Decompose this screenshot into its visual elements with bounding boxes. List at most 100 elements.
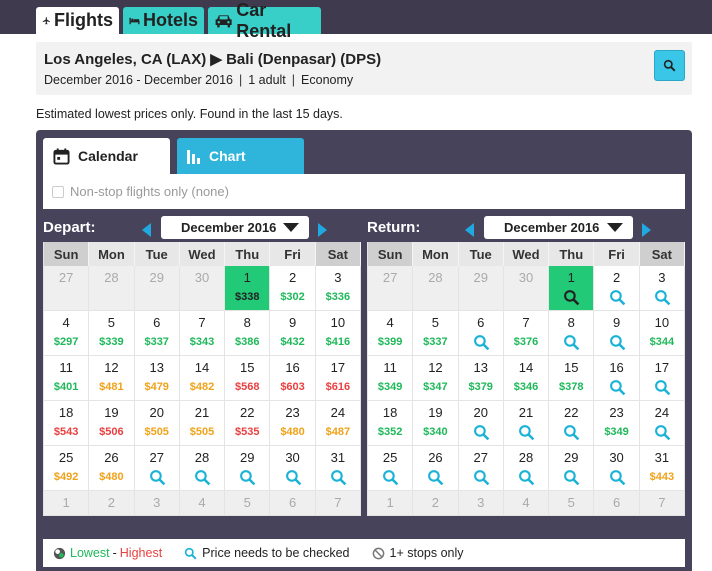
tab-hotels-label: Hotels (142, 10, 198, 30)
return-day-cell[interactable]: 20 (458, 401, 504, 446)
depart-day-cell[interactable]: 26 $480 (89, 446, 135, 491)
return-day-cell[interactable]: 29 (549, 446, 595, 491)
return-day-cell[interactable]: 23 $349 (594, 401, 640, 446)
depart-day-cell[interactable]: 8 $386 (225, 311, 271, 356)
depart-day-cell[interactable]: 11 $401 (44, 356, 90, 401)
return-day-cell[interactable]: 18 $352 (368, 401, 414, 446)
depart-day-cell[interactable]: 7 $343 (179, 311, 226, 356)
return-day-cell[interactable]: 4 $399 (368, 311, 414, 356)
return-day-cell[interactable]: 8 (549, 311, 595, 356)
depart-day-cell[interactable]: 14 $482 (179, 356, 226, 401)
depart-day-cell[interactable]: 13 $479 (134, 356, 180, 401)
day-number: 17 (330, 360, 346, 375)
price-dots-icon (53, 547, 66, 559)
depart-day-cell[interactable]: 10 $416 (315, 311, 361, 356)
return-day-cell[interactable]: 31 $443 (639, 446, 685, 491)
day-price: $616 (325, 381, 351, 393)
depart-day-cell[interactable]: 4 $297 (44, 311, 90, 356)
depart-label: Depart: (43, 219, 96, 236)
day-number: 28 (518, 450, 534, 465)
return-day-cell[interactable]: 21 (503, 401, 550, 446)
legend-check-price: Price needs to be checked (184, 546, 350, 560)
return-day-cell[interactable]: 15 $378 (549, 356, 595, 401)
tab-calendar[interactable]: Calendar (43, 138, 170, 174)
nonstop-filter[interactable]: Non-stop flights only (none) (43, 174, 685, 209)
return-day-cell[interactable]: 3 (639, 266, 685, 311)
return-day-cell[interactable]: 24 (639, 401, 685, 446)
day-number: 12 (104, 360, 119, 375)
tab-chart[interactable]: Chart (177, 138, 304, 174)
depart-day-cell[interactable]: 5 $339 (89, 311, 135, 356)
return-day-cell[interactable]: 1 (549, 266, 595, 311)
return-day-cell[interactable]: 2 (594, 266, 640, 311)
depart-day-cell[interactable]: 2 $302 (270, 266, 316, 311)
depart-day-cell[interactable]: 24 $487 (315, 401, 361, 446)
return-day-cell[interactable]: 22 (549, 401, 595, 446)
return-day-cell[interactable]: 27 (458, 446, 504, 491)
return-day-cell[interactable]: 25 (368, 446, 414, 491)
depart-day-cell[interactable]: 1 $338 (225, 266, 271, 311)
depart-day-cell[interactable]: 6 $337 (134, 311, 180, 356)
depart-day-cell[interactable]: 29 (225, 446, 271, 491)
depart-day-cell[interactable]: 21 $505 (179, 401, 226, 446)
depart-next-month[interactable] (318, 223, 327, 237)
return-day-cell[interactable]: 26 (413, 446, 459, 491)
day-number: 25 (382, 450, 398, 465)
return-day-cell[interactable]: 14 $346 (503, 356, 550, 401)
nonstop-checkbox[interactable] (52, 185, 64, 198)
depart-day-cell[interactable]: 27 (134, 446, 180, 491)
depart-day-cell[interactable]: 3 $336 (315, 266, 361, 311)
return-day-cell[interactable]: 13 $379 (458, 356, 504, 401)
return-month-select[interactable]: December 2016 (484, 216, 633, 239)
divider: | (291, 73, 296, 87)
return-day-cell: 27 (368, 266, 414, 311)
return-day-cell[interactable]: 5 $337 (413, 311, 459, 356)
return-header: Return: December 2016 (367, 216, 685, 242)
return-day-cell[interactable]: 17 (639, 356, 685, 401)
depart-day-cell[interactable]: 12 $481 (89, 356, 135, 401)
day-price: $492 (53, 471, 79, 483)
weekday-header: Sat (639, 242, 685, 266)
depart-day-cell: 28 (89, 266, 135, 311)
tab-hotels[interactable]: Hotels (123, 7, 204, 34)
return-day-cell[interactable]: 11 $349 (368, 356, 414, 401)
tab-car-rental[interactable]: Car Rental (208, 0, 321, 41)
depart-day-cell[interactable]: 28 (179, 446, 226, 491)
return-day-cell[interactable]: 9 (594, 311, 640, 356)
depart-day-cell[interactable]: 19 $506 (89, 401, 135, 446)
calendar-icon (53, 147, 70, 165)
return-day-cell[interactable]: 16 (594, 356, 640, 401)
depart-month-select[interactable]: December 2016 (161, 216, 309, 239)
depart-prev-month[interactable] (142, 223, 151, 237)
return-next-month[interactable] (642, 223, 651, 237)
depart-day-cell[interactable]: 20 $505 (134, 401, 180, 446)
return-prev-month[interactable] (465, 223, 474, 237)
return-day-cell[interactable]: 28 (503, 446, 550, 491)
depart-day-cell[interactable]: 30 (270, 446, 316, 491)
depart-day-cell[interactable]: 9 $432 (270, 311, 316, 356)
search-button[interactable] (654, 50, 685, 81)
day-price: $337 (144, 336, 169, 348)
day-price: $344 (649, 336, 675, 348)
return-day-cell[interactable]: 12 $347 (413, 356, 459, 401)
return-day-cell[interactable]: 10 $344 (639, 311, 685, 356)
depart-day-cell[interactable]: 22 $535 (225, 401, 271, 446)
return-day-cell[interactable]: 19 $340 (413, 401, 459, 446)
day-number: 16 (609, 360, 624, 375)
legend-stops: 1+ stops only (372, 546, 464, 560)
tab-flights[interactable]: Flights (36, 7, 119, 34)
depart-day-cell[interactable]: 31 (315, 446, 361, 491)
chevron-down-icon (607, 223, 623, 232)
day-price: $401 (53, 381, 79, 393)
depart-day-cell[interactable]: 23 $480 (270, 401, 316, 446)
magnifier-icon (428, 470, 444, 486)
depart-day-cell[interactable]: 16 $603 (270, 356, 316, 401)
depart-day-cell[interactable]: 17 $616 (315, 356, 361, 401)
depart-day-cell[interactable]: 15 $568 (225, 356, 271, 401)
depart-day-cell[interactable]: 18 $543 (44, 401, 90, 446)
return-day-cell[interactable]: 30 (594, 446, 640, 491)
return-day-cell[interactable]: 6 (458, 311, 504, 356)
return-day-cell[interactable]: 7 $376 (503, 311, 550, 356)
depart-day-cell[interactable]: 25 $492 (44, 446, 90, 491)
day-number: 27 (473, 450, 488, 465)
